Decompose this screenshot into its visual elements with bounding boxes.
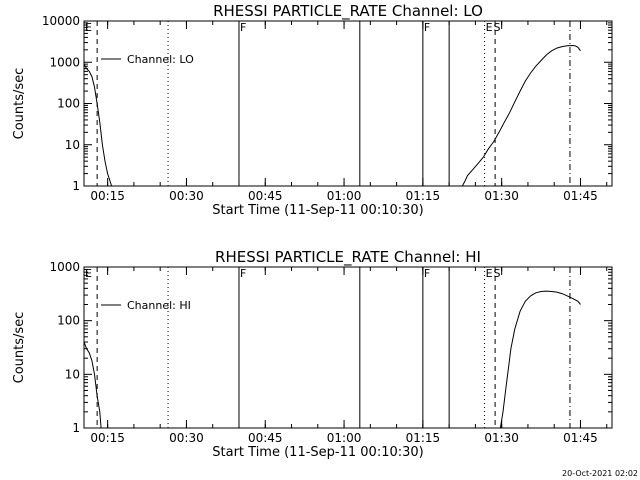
x-axis-label: Start Time (11-Sep-11 00:10:30) xyxy=(212,203,423,218)
x-tick-label: 01:00 xyxy=(327,189,362,203)
flag-label: E xyxy=(486,21,493,34)
x-tick-label: 00:15 xyxy=(90,189,125,203)
series-line xyxy=(84,63,113,186)
plot-frame xyxy=(83,20,613,187)
flag-label: S xyxy=(493,267,500,280)
flag-label: E xyxy=(85,21,92,34)
flag-label: F xyxy=(240,21,246,34)
chart-title: RHESSI PARTICLE_RATE Channel: HI xyxy=(215,248,481,267)
series-line xyxy=(499,290,581,428)
plot-frame xyxy=(83,266,613,429)
y-tick-label: 1000 xyxy=(49,260,80,274)
x-tick-label: 00:30 xyxy=(169,431,204,445)
series-line xyxy=(84,341,102,428)
x-tick-label: 00:45 xyxy=(248,189,283,203)
x-tick-label: 00:45 xyxy=(248,431,283,445)
x-tick-label: 01:45 xyxy=(563,431,598,445)
y-tick-label: 10 xyxy=(65,367,80,381)
x-tick-label: 00:15 xyxy=(90,431,125,445)
flag-label: F xyxy=(240,267,246,280)
x-tick-label: 01:45 xyxy=(563,189,598,203)
y-tick-label: 100 xyxy=(57,97,80,111)
flag-label: E xyxy=(486,267,493,280)
y-tick-label: 1000 xyxy=(49,55,80,69)
x-axis-label: Start Time (11-Sep-11 00:10:30) xyxy=(212,445,423,460)
series-line xyxy=(461,44,581,186)
generation-timestamp: 20-Oct-2021 02:02 xyxy=(562,469,638,478)
x-tick-label: 01:00 xyxy=(327,431,362,445)
y-axis-label: Counts/sec xyxy=(12,68,27,140)
legend-label: Channel: LO xyxy=(127,53,194,66)
chart-title: RHESSI PARTICLE_RATE Channel: LO xyxy=(213,2,483,21)
flag-label: E xyxy=(85,267,92,280)
x-tick-label: 01:15 xyxy=(406,189,441,203)
flag-label: F xyxy=(424,21,430,34)
y-tick-label: 1 xyxy=(72,421,80,435)
hi-channel-plot: RHESSI PARTICLE_RATE Channel: HIE F F E S110… xyxy=(12,248,613,460)
y-tick-label: 100 xyxy=(57,314,80,328)
y-tick-label: 10 xyxy=(65,138,80,152)
y-tick-label: 1 xyxy=(72,179,80,193)
x-tick-label: 01:30 xyxy=(484,431,519,445)
x-tick-label: 00:30 xyxy=(169,189,204,203)
lo-channel-plot: RHESSI PARTICLE_RATE Channel: LOE F F E S110… xyxy=(12,2,613,218)
x-tick-label: 01:30 xyxy=(484,189,519,203)
x-tick-label: 01:15 xyxy=(406,431,441,445)
y-axis-label: Counts/sec xyxy=(12,312,27,384)
y-tick-label: 10000 xyxy=(42,14,80,28)
legend-label: Channel: HI xyxy=(127,299,191,312)
flag-label: S xyxy=(493,21,500,34)
flag-label: F xyxy=(424,267,430,280)
